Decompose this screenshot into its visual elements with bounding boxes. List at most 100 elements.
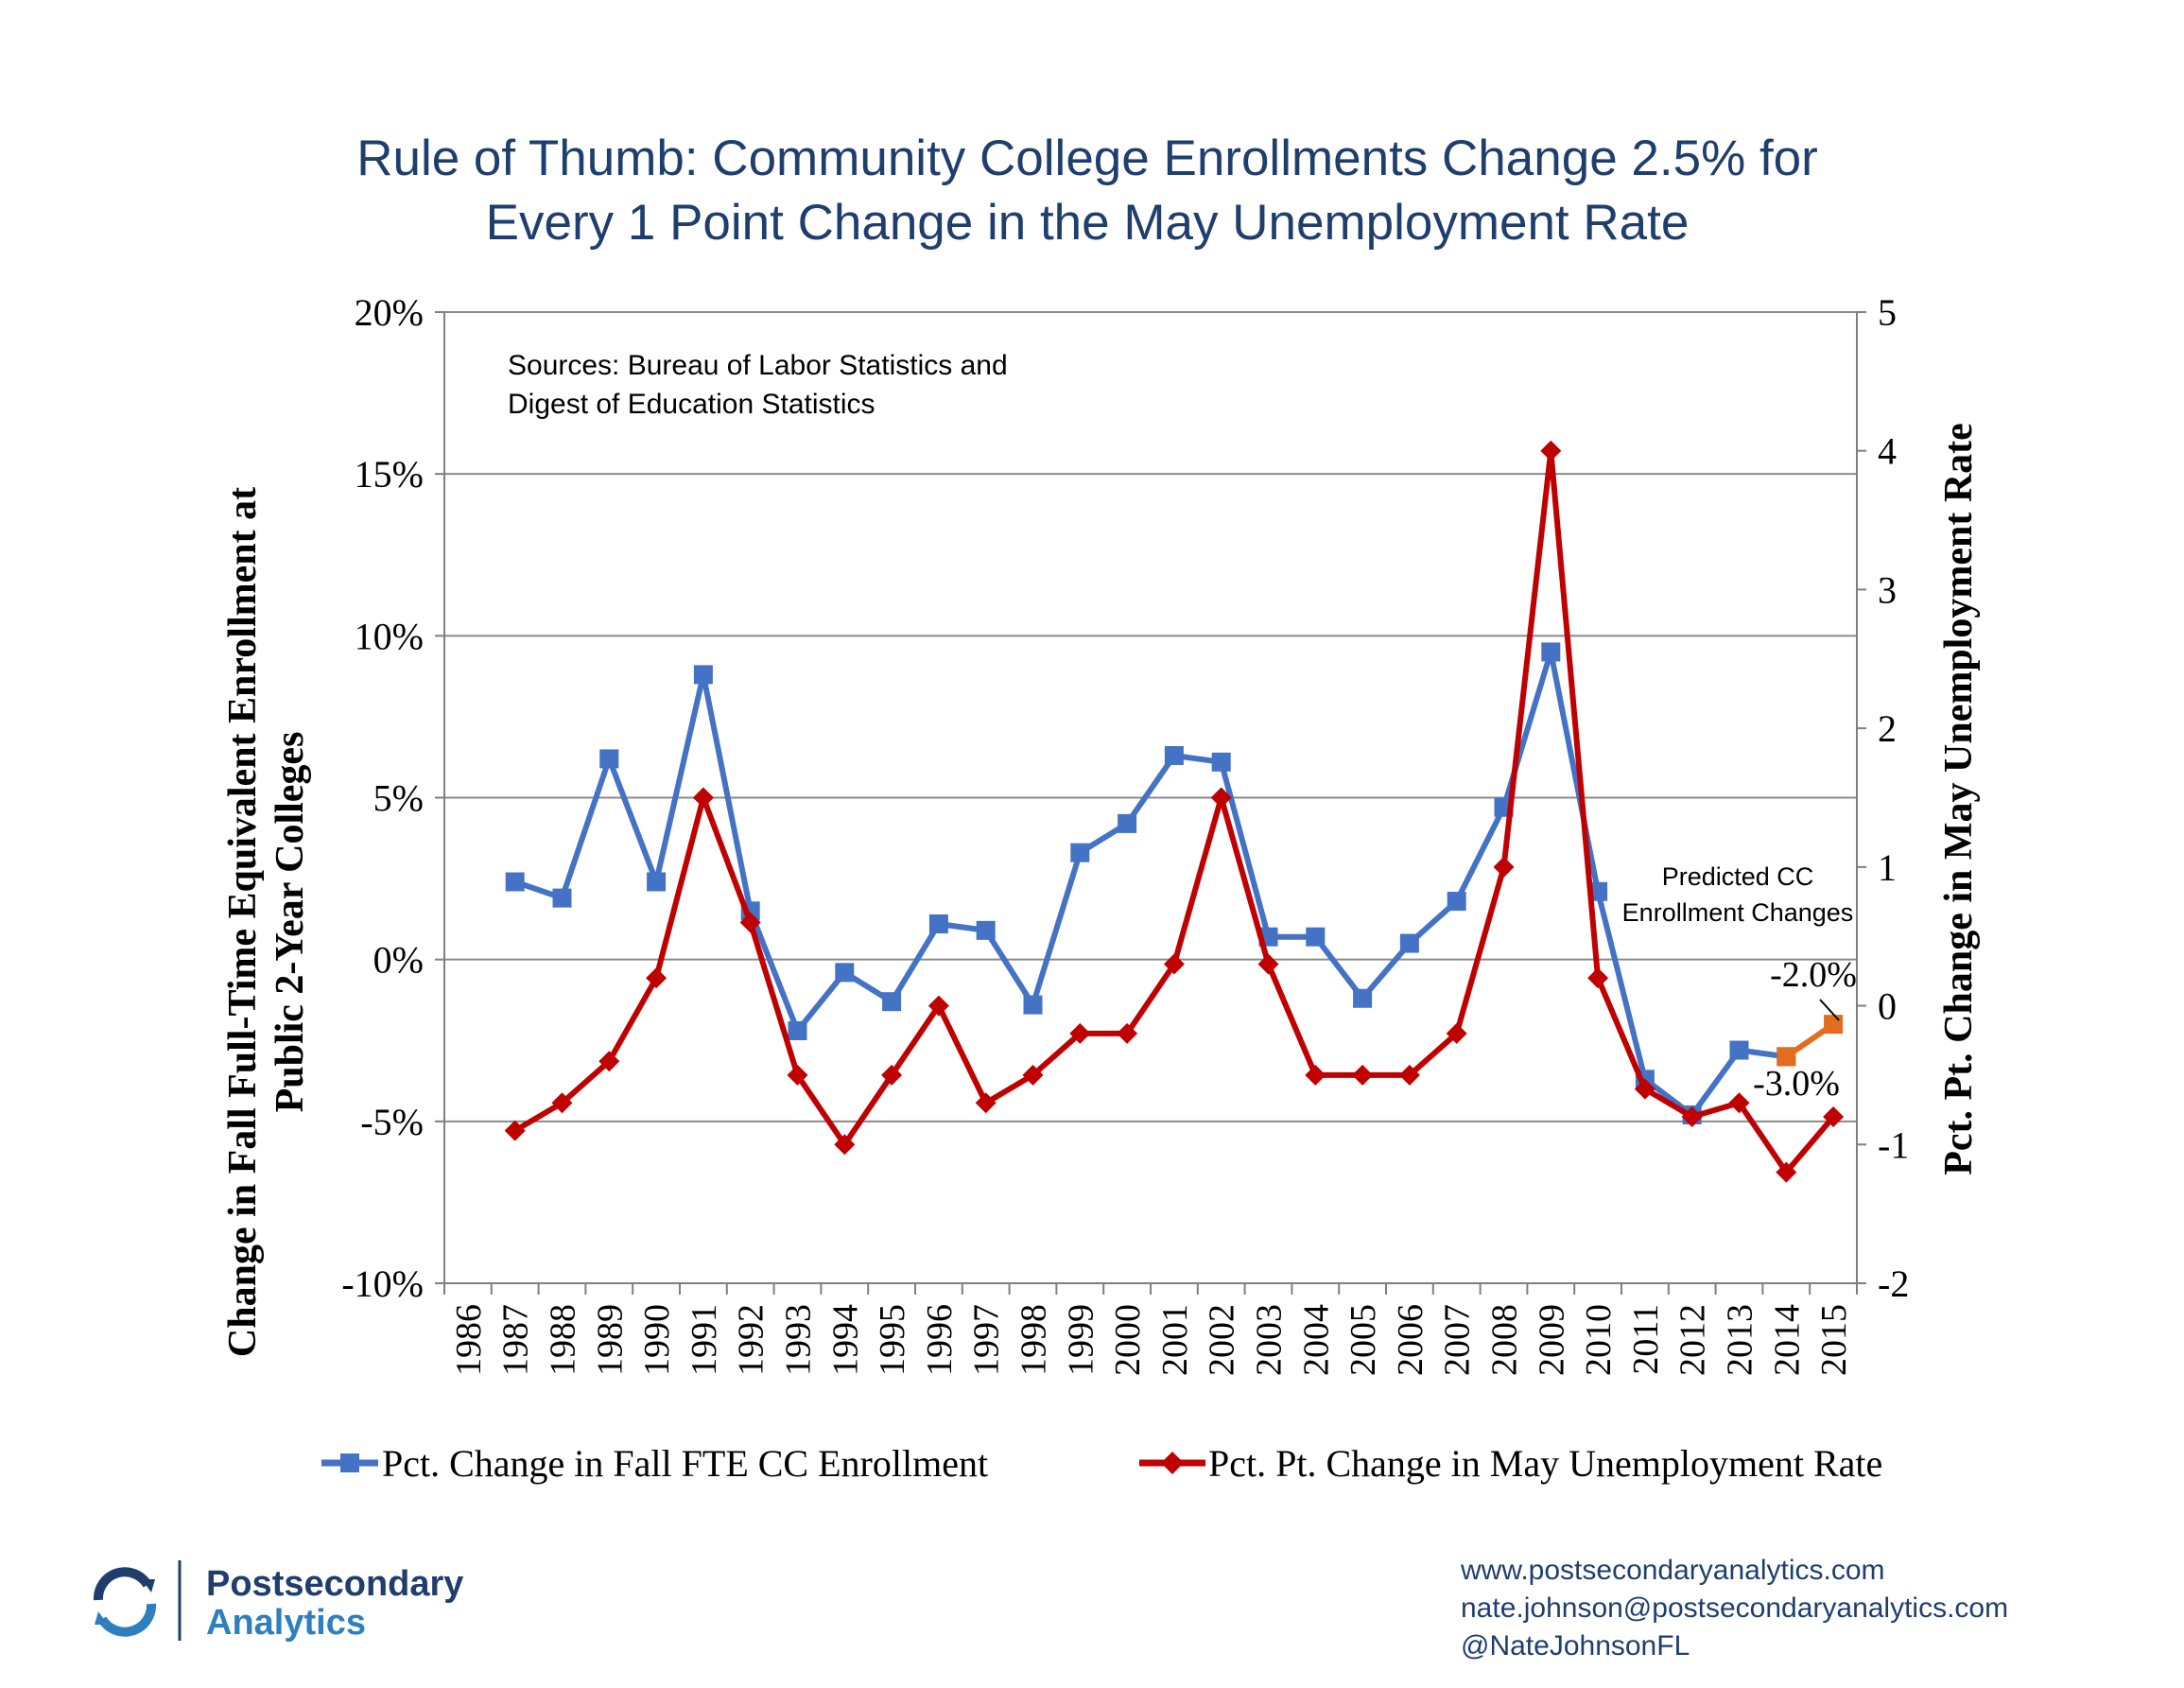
x-tick-label: 2008 <box>1485 1304 1525 1376</box>
y-left-tick-label: -5% <box>360 1101 424 1143</box>
data-point <box>551 1092 573 1114</box>
legend-item-enrollment: Pct. Change in Fall FTE CC Enrollment <box>321 1442 988 1485</box>
data-point <box>834 1134 856 1156</box>
logo-text-line1: Postsecondary <box>206 1564 463 1604</box>
y-left-tick-label: 5% <box>373 777 424 820</box>
y-left-tick-label: 0% <box>373 939 424 982</box>
predicted-note-line1: Predicted CC <box>1662 862 1814 891</box>
y-right-tick-label: -2 <box>1878 1262 1909 1305</box>
y-right-tick-label: 4 <box>1878 430 1897 473</box>
data-point <box>881 1064 903 1086</box>
x-tick-label: 2012 <box>1673 1304 1713 1376</box>
data-point <box>1823 1105 1845 1127</box>
data-point <box>1257 953 1279 975</box>
logo: Postsecondary Analytics <box>93 1560 463 1643</box>
y-right-tick-label: 1 <box>1878 846 1897 889</box>
data-point <box>1681 1105 1703 1127</box>
data-point <box>646 967 667 989</box>
footer-twitter[interactable]: @NateJohnsonFL <box>1461 1630 1690 1662</box>
data-point <box>505 872 525 892</box>
y-axis-left-label-line1: Change in Fall Full-Time Equivalent Enro… <box>221 487 265 1357</box>
y-axis-left-ticks: 20% 15% 10% 5% 0% -5% -10% <box>341 291 444 1305</box>
x-tick-label: 1991 <box>685 1304 724 1376</box>
data-point <box>1399 933 1419 953</box>
y-left-tick-label: -10% <box>341 1262 424 1305</box>
data-point <box>1164 745 1184 765</box>
data-point <box>835 963 855 983</box>
data-point <box>1210 787 1232 809</box>
y-right-tick-label: -1 <box>1878 1123 1909 1166</box>
data-point <box>1211 752 1231 772</box>
y-right-tick-label: 3 <box>1878 568 1897 611</box>
y-right-tick-label: 5 <box>1878 291 1897 334</box>
x-tick-label: 2010 <box>1579 1304 1619 1376</box>
data-point <box>1306 927 1326 947</box>
legend-item-unemployment: Pct. Pt. Change in May Unemployment Rate <box>1139 1442 1882 1485</box>
data-point <box>928 914 948 934</box>
data-point <box>739 912 761 933</box>
y-axis-right-ticks: 5 4 3 2 1 0 -1 -2 <box>1857 291 1909 1305</box>
data-label-2014: -3.0% <box>1753 1064 1840 1104</box>
data-point <box>1824 1015 1844 1035</box>
x-tick-label: 1996 <box>920 1304 960 1376</box>
series <box>504 440 1845 1183</box>
x-tick-label: 2011 <box>1626 1304 1666 1375</box>
data-point <box>1729 1040 1749 1060</box>
data-label-2015: -2.0% <box>1770 955 1857 995</box>
x-tick-label: 2005 <box>1343 1304 1383 1376</box>
label-2015-leader-line <box>1819 999 1840 1021</box>
footer-website[interactable]: www.postsecondaryanalytics.com <box>1460 1555 1885 1586</box>
data-point <box>1023 995 1043 1015</box>
x-axis-ticks: 1986 1987 1988 1989 1990 1991 1992 1993 1994 1995… <box>443 1283 1858 1376</box>
data-point <box>1776 1161 1797 1183</box>
data-point <box>1069 1022 1091 1044</box>
data-point <box>1353 988 1373 1008</box>
data-point <box>1352 1064 1374 1086</box>
data-point <box>647 872 667 892</box>
sources-note-line2: Digest of Education Statistics <box>508 389 875 420</box>
x-tick-label: 2014 <box>1767 1304 1807 1376</box>
x-tick-label: 2000 <box>1108 1304 1148 1376</box>
y-axis-right-label: Pct. Pt. Change in May Unemployment Rate <box>1937 423 1981 1175</box>
logo-text-line2: Analytics <box>206 1603 366 1643</box>
x-tick-label: 1989 <box>590 1304 630 1376</box>
footer-email[interactable]: nate.johnson@postsecondaryanalytics.com <box>1461 1592 2008 1624</box>
legend-label-enrollment: Pct. Change in Fall FTE CC Enrollment <box>382 1442 988 1485</box>
x-tick-label: 2006 <box>1391 1304 1430 1376</box>
data-point <box>693 665 713 685</box>
predicted-note-line2: Enrollment Changes <box>1622 898 1854 927</box>
data-point <box>1634 1078 1655 1100</box>
chart-title-line2: Every 1 Point Change in the May Unemploy… <box>486 195 1690 251</box>
data-point <box>975 1092 997 1114</box>
data-point <box>598 1051 620 1072</box>
legend-label-unemployment: Pct. Pt. Change in May Unemployment Rate <box>1208 1442 1882 1485</box>
data-point <box>788 1020 807 1040</box>
y-left-tick-label: 15% <box>355 453 424 496</box>
series-2 <box>504 440 1845 1183</box>
data-point <box>1163 953 1185 975</box>
series-line <box>513 649 1787 1118</box>
series-line <box>513 447 1836 1175</box>
data-point <box>1305 1064 1326 1086</box>
data-point <box>787 1064 808 1086</box>
y-left-tick-label: 20% <box>355 291 424 334</box>
series-1 <box>1777 1015 1844 1067</box>
data-point <box>1587 967 1609 989</box>
data-point <box>1118 813 1137 833</box>
x-tick-label: 1986 <box>449 1304 489 1376</box>
series-0 <box>505 642 1796 1124</box>
x-tick-label: 1990 <box>637 1304 677 1376</box>
data-point <box>1022 1064 1044 1086</box>
sources-note-line1: Sources: Bureau of Labor Statistics and <box>508 350 1008 381</box>
x-tick-label: 2002 <box>1203 1304 1242 1376</box>
x-tick-label: 2003 <box>1250 1304 1290 1376</box>
data-point <box>1446 1022 1467 1044</box>
x-tick-label: 1993 <box>779 1304 819 1376</box>
data-point <box>1447 892 1466 912</box>
data-point <box>599 749 619 769</box>
data-point <box>504 1120 526 1141</box>
x-tick-label: 1987 <box>496 1304 536 1376</box>
x-tick-label: 2009 <box>1532 1304 1571 1376</box>
x-tick-label: 1988 <box>544 1304 583 1376</box>
